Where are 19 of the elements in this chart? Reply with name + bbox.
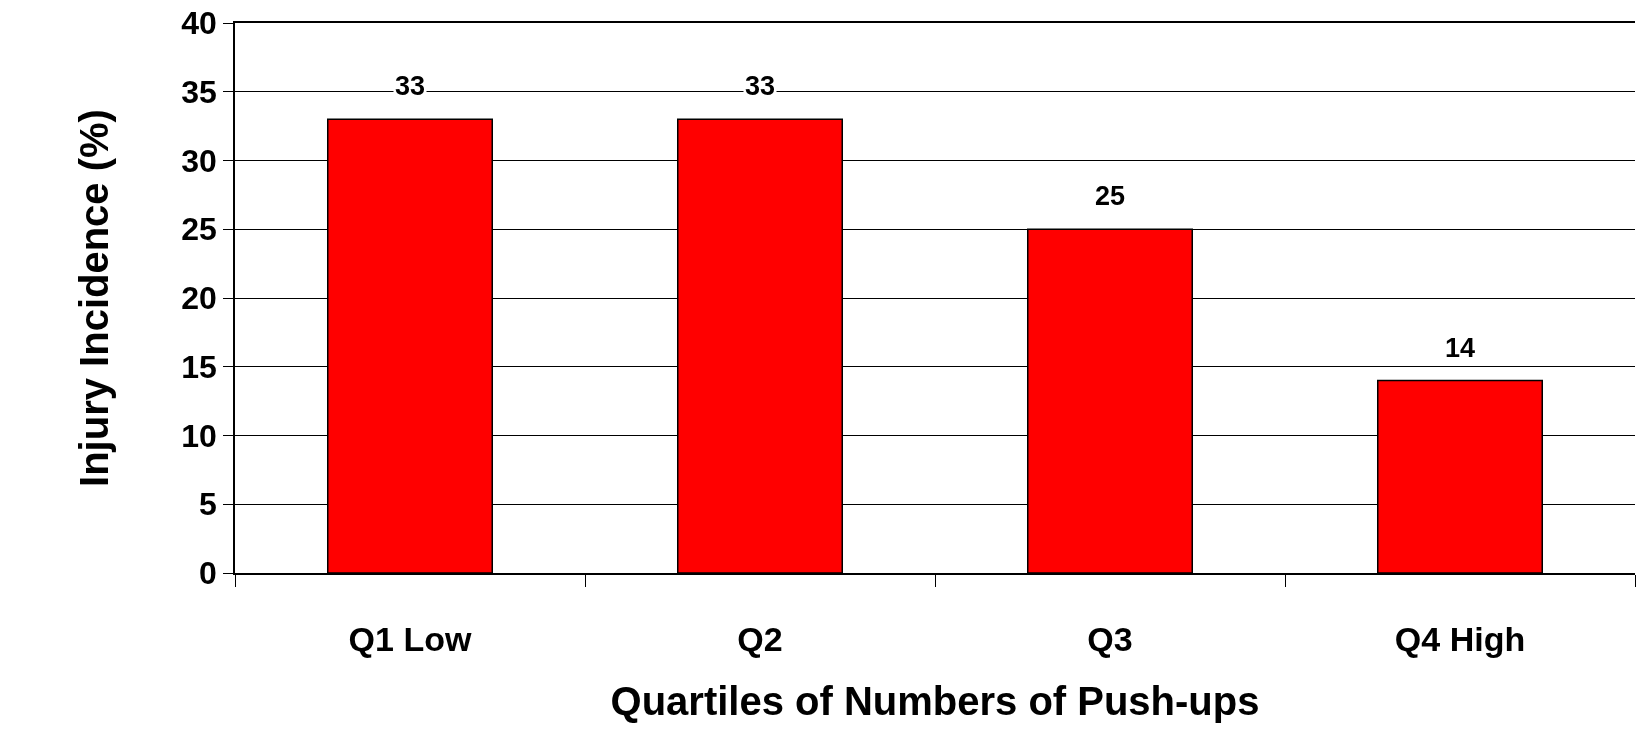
x-axis-title: Quartiles of Numbers of Push-ups: [610, 678, 1260, 723]
x-tick-label: Q4 High: [1394, 619, 1526, 658]
y-tick-label: 10: [181, 417, 217, 454]
x-tick-label: Q3: [1087, 619, 1133, 658]
y-tick-label: 5: [199, 486, 217, 523]
y-tick-label: 15: [181, 348, 217, 385]
data-label: 33: [745, 71, 776, 101]
data-label: 33: [395, 71, 426, 101]
x-tick-label: Q2: [737, 619, 783, 658]
y-tick-label: 35: [181, 73, 217, 110]
data-label: 25: [1095, 181, 1126, 211]
x-tick-label: Q1 Low: [348, 619, 472, 658]
data-label: 14: [1445, 333, 1476, 363]
y-tick-label: 20: [181, 280, 217, 317]
y-tick-label: 0: [199, 555, 217, 592]
y-tick-label: 30: [181, 142, 217, 179]
y-tick-label: 25: [181, 211, 217, 248]
y-tick-label: 40: [181, 5, 217, 42]
y-axis-title: Injury Incidence (%): [72, 109, 117, 487]
